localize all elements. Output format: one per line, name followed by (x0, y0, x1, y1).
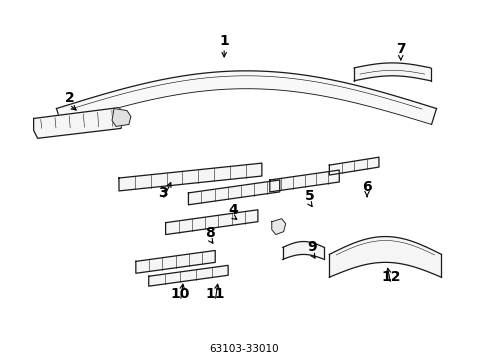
Polygon shape (136, 251, 215, 273)
Text: 2: 2 (64, 91, 74, 105)
Text: 63103-33010: 63103-33010 (209, 344, 278, 354)
Polygon shape (34, 108, 122, 138)
Text: 1: 1 (219, 34, 228, 48)
Text: 3: 3 (158, 186, 167, 200)
Text: 5: 5 (304, 189, 314, 203)
Polygon shape (165, 210, 257, 235)
Polygon shape (269, 170, 339, 192)
Polygon shape (328, 237, 441, 277)
Polygon shape (271, 219, 285, 235)
Polygon shape (353, 63, 429, 81)
Polygon shape (282, 242, 324, 260)
Text: 12: 12 (380, 270, 400, 284)
Polygon shape (148, 265, 228, 286)
Polygon shape (188, 180, 279, 205)
Text: 6: 6 (362, 180, 371, 194)
Text: 9: 9 (307, 240, 317, 255)
Text: 7: 7 (395, 42, 405, 56)
Polygon shape (328, 157, 378, 175)
Polygon shape (119, 163, 262, 191)
Text: 10: 10 (170, 287, 190, 301)
Polygon shape (56, 71, 436, 125)
Text: 11: 11 (205, 287, 224, 301)
Polygon shape (112, 109, 131, 126)
Text: 4: 4 (228, 203, 238, 217)
Text: 8: 8 (205, 226, 215, 240)
